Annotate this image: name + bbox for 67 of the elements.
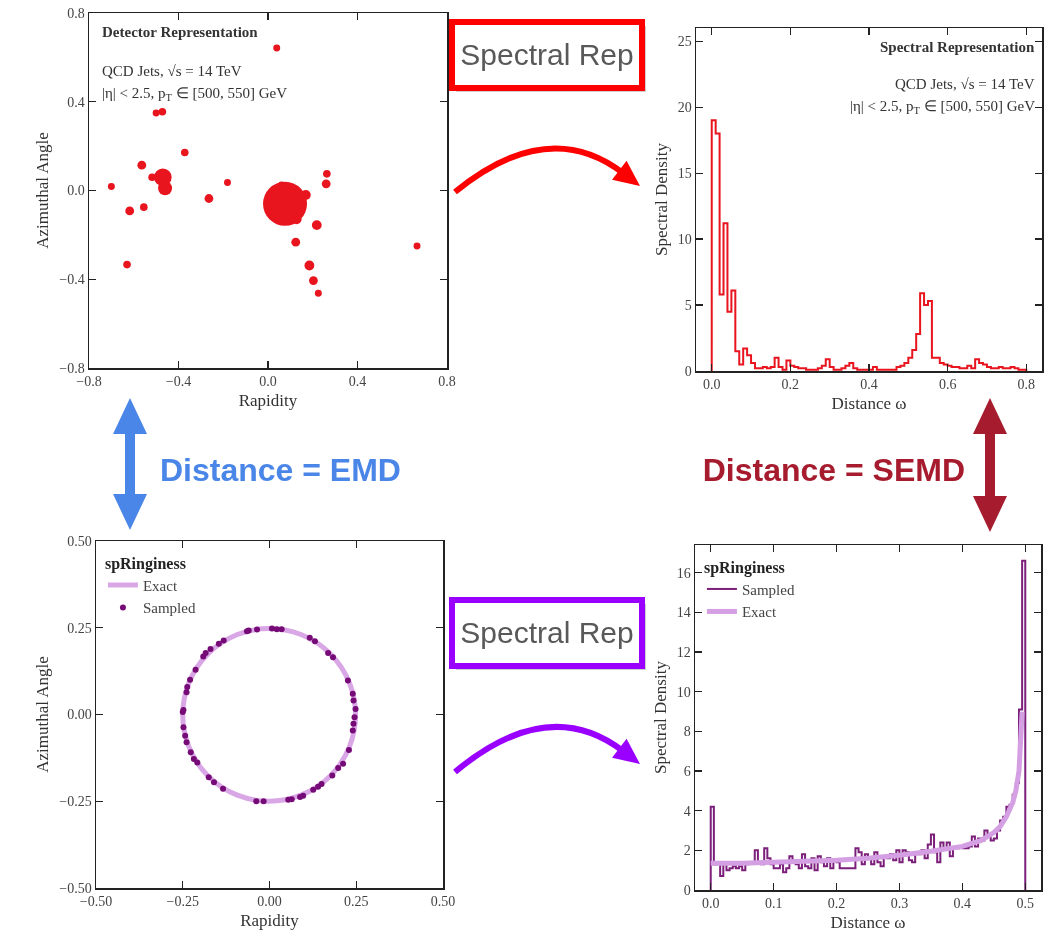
y-tick-label: 0.50 <box>67 533 92 549</box>
x-tick-label: −0.25 <box>166 894 199 910</box>
y-tick-label: 6 <box>683 763 691 779</box>
x-axis-title: Distance ω <box>831 394 907 414</box>
x-tick-label: 0.8 <box>1017 377 1036 393</box>
y-tick-label: 12 <box>676 644 691 660</box>
x-tick-label: 0.5 <box>1016 896 1035 912</box>
y-tick-label: 25 <box>677 34 692 50</box>
y-tick-label: 16 <box>676 565 691 581</box>
legend-label: Sampled <box>142 600 196 617</box>
x-tick-label: 0.8 <box>438 374 456 390</box>
y-tick-label: 4 <box>683 803 691 819</box>
y-tick-label: 14 <box>676 605 691 621</box>
x-tick-label: 0.2 <box>781 377 800 393</box>
legend-label: Exact <box>741 604 777 621</box>
text: Detector Representation <box>102 24 259 40</box>
x-tick-label: 0.00 <box>257 894 282 910</box>
x-axis-title: Rapidity <box>240 911 300 931</box>
y-tick-label: 0.25 <box>67 620 92 636</box>
annotation: QCD Jets, √s = 14 TeV <box>895 76 1035 92</box>
legend-title: spRinginess <box>104 554 186 573</box>
y-tick-label: 5 <box>684 297 692 313</box>
y-tick-label: −0.4 <box>59 272 85 288</box>
y-tick-label: 0 <box>683 882 691 898</box>
x-tick-label: 0.4 <box>860 377 878 393</box>
text: Spectral Representation <box>880 39 1035 55</box>
y-tick-label: 15 <box>677 166 692 182</box>
y-tick-label: −0.8 <box>59 360 85 376</box>
x-tick-label: 0.25 <box>344 894 369 910</box>
y-tick-label: 0 <box>684 363 692 379</box>
legend-label: Sampled <box>741 581 795 598</box>
x-axis-title: Rapidity <box>238 391 298 411</box>
y-tick-label: 0.0 <box>67 183 85 199</box>
y-tick-label: 0.00 <box>67 707 92 723</box>
x-axis-title: Distance ω <box>830 913 906 933</box>
x-tick-label: −0.50 <box>79 894 113 910</box>
y-tick-label: 10 <box>677 231 692 247</box>
y-axis-title: Spectral Density <box>650 660 670 774</box>
y-axis-title: Azimuthal Angle <box>33 656 53 773</box>
x-tick-label: 0.6 <box>938 377 957 393</box>
y-tick-label: 0.4 <box>67 94 85 110</box>
x-tick-label: 0.3 <box>890 896 909 912</box>
text: Distance = EMD <box>160 452 401 489</box>
legend-label: Exact <box>142 577 178 594</box>
x-tick-label: 0.2 <box>827 896 846 912</box>
x-tick-label: 0.50 <box>430 894 456 910</box>
annotation: QCD Jets, √s = 14 TeV <box>102 63 242 79</box>
y-axis-title: Azimuthal Angle <box>33 132 53 249</box>
y-axis-title: Spectral Density <box>651 142 671 256</box>
text: Distance = SEMD <box>702 452 965 489</box>
y-tick-label: 8 <box>683 724 691 740</box>
annotation: |η| < 2.5, p$_{T}$ ∈ [500, 550] GeV <box>850 98 1036 117</box>
x-tick-label: 0.0 <box>702 377 721 393</box>
y-tick-label: 10 <box>676 684 691 700</box>
x-tick-label: 0.0 <box>701 896 720 912</box>
x-tick-label: 0.0 <box>259 374 277 390</box>
y-tick-label: 2 <box>683 843 691 859</box>
x-tick-label: 0.1 <box>764 896 783 912</box>
x-tick-label: 0.4 <box>953 896 972 912</box>
y-tick-label: 0.8 <box>67 5 85 21</box>
legend-title: spRinginess <box>703 558 785 577</box>
y-tick-label: 20 <box>677 100 692 116</box>
x-tick-label: 0.4 <box>348 374 367 390</box>
x-tick-label: −0.4 <box>165 374 192 390</box>
y-tick-label: −0.50 <box>59 880 92 896</box>
annotation: |η| < 2.5, p$_{T}$ ∈ [500, 550] GeV <box>102 85 288 104</box>
y-tick-label: −0.25 <box>59 794 92 810</box>
